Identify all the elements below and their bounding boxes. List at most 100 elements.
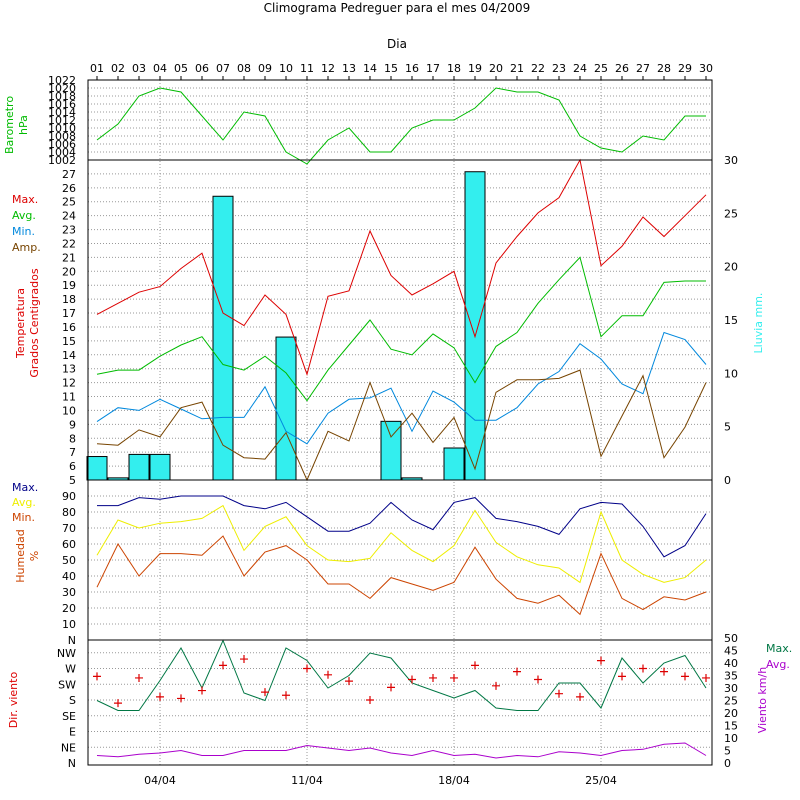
rain-bar xyxy=(128,453,150,481)
humidity-line-avg xyxy=(96,504,707,584)
temp-tick-label: 13 xyxy=(62,363,76,376)
temp-line-min xyxy=(96,331,707,445)
wind-speed-tick-label: 10 xyxy=(724,732,738,745)
temp-line-amp xyxy=(96,369,707,482)
wind-direction-marker xyxy=(219,661,227,670)
humidity-line-max xyxy=(97,495,707,558)
day-tick-label: 10 xyxy=(279,62,293,75)
labels-layer: 01 02 03 04 05 06 07 08 09 10 11 12 13 14 15 16 17 18 19 20… xyxy=(3,62,792,787)
rain-bar xyxy=(380,420,402,481)
rain-bar xyxy=(149,453,171,481)
baro-tick-label: 1004 xyxy=(48,146,76,159)
temp-tick-label: 10 xyxy=(62,404,76,417)
temperature-axis-label: Temperatura xyxy=(14,288,27,359)
hum-tick-label: 60 xyxy=(62,538,76,551)
rain-axis-label: Lluvia mm. xyxy=(752,293,765,354)
wind-speed-tick-label: 50 xyxy=(724,632,738,645)
wind-legend-label: Max. xyxy=(766,642,792,655)
day-tick-label: 09 xyxy=(258,62,272,75)
temp-tick-label: 11 xyxy=(62,391,76,404)
rain-tick-label: 30 xyxy=(724,154,738,167)
wind-speed-tick-label: 5 xyxy=(724,745,731,758)
wind-dir-axis-label: Dir. viento xyxy=(7,672,20,729)
hum-tick-label: N xyxy=(68,634,76,647)
day-tick-label: 26 xyxy=(615,62,629,75)
day-tick-label: 04 xyxy=(153,62,167,75)
wind-speed-tick-label: 30 xyxy=(724,682,738,695)
hum-legend-label: Avg. xyxy=(12,496,36,509)
day-tick-label: 17 xyxy=(426,62,440,75)
wind-direction-marker xyxy=(660,667,668,676)
hum-tick-label: 70 xyxy=(62,522,76,535)
temp-tick-label: 21 xyxy=(62,251,76,264)
wind-direction-marker xyxy=(429,673,437,682)
wind-direction-marker xyxy=(387,683,395,692)
barometer-line xyxy=(96,87,706,165)
day-tick-label: 25 xyxy=(594,62,608,75)
wind-direction-marker xyxy=(492,681,500,690)
chart-title: Climograma Pedreguer para el mes 04/2009 xyxy=(264,1,531,15)
wind-direction-marker xyxy=(576,692,584,701)
baro-tick-label: 1016 xyxy=(48,98,76,111)
wind-direction-marker xyxy=(177,694,185,703)
day-tick-label: 02 xyxy=(111,62,125,75)
hum-tick-label: 40 xyxy=(62,570,76,583)
barometer-axis-label: Barometro xyxy=(3,96,16,154)
baro-tick-label: 1002 xyxy=(48,154,76,167)
wind-direction-marker xyxy=(597,656,605,665)
wind-direction-marker xyxy=(639,664,647,673)
wind-direction-marker xyxy=(324,670,332,679)
temp-tick-label: 16 xyxy=(62,321,76,334)
baro-tick-label: 1014 xyxy=(48,106,76,119)
hum-tick-label: 20 xyxy=(62,602,76,615)
hum-legend-label: Min. xyxy=(12,511,35,524)
temp-line-max xyxy=(96,158,707,376)
day-tick-label: 28 xyxy=(657,62,671,75)
rain-bar xyxy=(275,336,297,481)
wind-speed-tick-label: 40 xyxy=(724,657,738,670)
humidity-line-min xyxy=(96,535,707,616)
day-tick-label: 16 xyxy=(405,62,419,75)
temp-tick-label: 22 xyxy=(62,237,76,250)
wind-legend-label: Avg. xyxy=(766,658,790,671)
wind-direction-marker xyxy=(681,672,689,681)
date-tick-label: 04/04 xyxy=(144,774,176,787)
day-tick-label: 30 xyxy=(699,62,713,75)
day-tick-label: 22 xyxy=(531,62,545,75)
temp-tick-label: 19 xyxy=(62,279,76,292)
day-tick-label: 18 xyxy=(447,62,461,75)
wind-avg-line xyxy=(96,742,707,759)
wind-direction-marker xyxy=(366,696,374,704)
humidity-axis-label: % xyxy=(28,551,41,561)
temp-tick-label: 27 xyxy=(62,168,76,181)
temperature-axis-label: Grados Centigrados xyxy=(28,268,41,377)
hum-tick-label: 10 xyxy=(62,618,76,631)
wind-speed-axis-label: Viento km/h xyxy=(756,667,769,733)
wind-speed-tick-label: 35 xyxy=(724,670,738,683)
humidity-axis-label: Humedad xyxy=(14,529,27,582)
rain-bar xyxy=(464,171,486,481)
temp-tick-label: 25 xyxy=(62,196,76,209)
hum-tick-label: 30 xyxy=(62,586,76,599)
day-tick-label: 13 xyxy=(342,62,356,75)
hum-tick-label: 80 xyxy=(62,506,76,519)
rain-tick-label: 25 xyxy=(724,207,738,220)
rain-tick-label: 15 xyxy=(724,314,738,327)
hum-tick-label: 50 xyxy=(62,554,76,567)
day-tick-label: 21 xyxy=(510,62,524,75)
wind-direction-marker xyxy=(555,689,563,698)
temp-tick-label: 14 xyxy=(62,349,76,362)
day-tick-label: 12 xyxy=(321,62,335,75)
day-tick-label: 01 xyxy=(90,62,104,75)
rain-tick-label: 10 xyxy=(724,367,738,380)
wind-direction-marker xyxy=(198,686,206,695)
temp-tick-label: 18 xyxy=(62,293,76,306)
rain-bar xyxy=(212,195,234,481)
temp-tick-label: 6 xyxy=(69,460,76,473)
plot-frame xyxy=(87,79,713,766)
wind-speed-tick-label: 45 xyxy=(724,645,738,658)
day-tick-label: 20 xyxy=(489,62,503,75)
date-tick-label: 18/04 xyxy=(438,774,470,787)
wind-direction-marker xyxy=(534,675,542,684)
